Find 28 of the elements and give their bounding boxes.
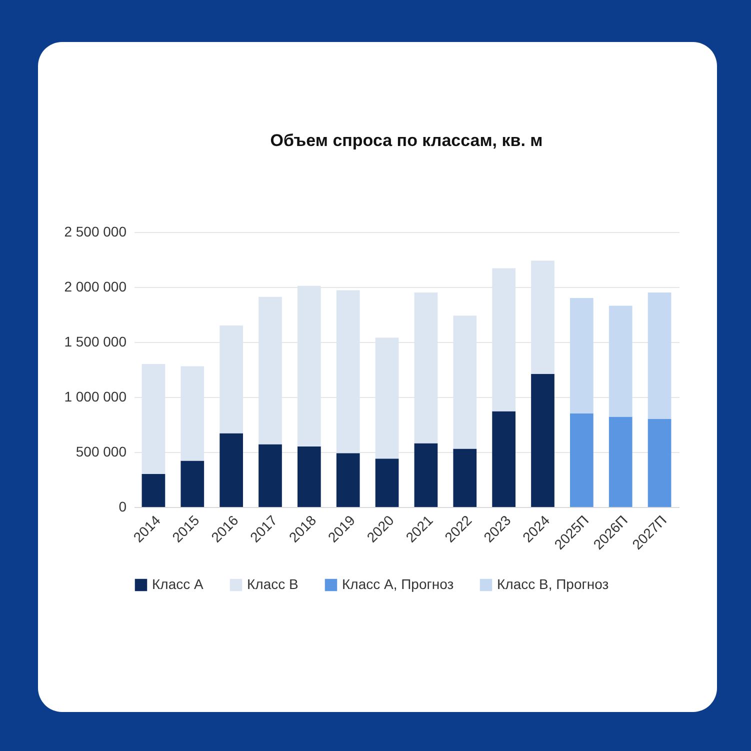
bar: [258, 444, 282, 507]
y-tick-label: 500 000: [76, 444, 127, 460]
bar: [648, 419, 672, 507]
y-tick-label: 2 000 000: [64, 278, 127, 294]
bar: [492, 411, 516, 507]
y-tick-label: 2 500 000: [64, 224, 127, 240]
bar: [531, 374, 554, 507]
bar: [180, 460, 204, 507]
bar: [414, 443, 438, 507]
bar: [298, 446, 321, 507]
bar: [570, 414, 594, 507]
y-tick-label: 1 500 000: [64, 334, 127, 350]
bar: [220, 433, 243, 507]
bar: [570, 298, 594, 414]
bar: [608, 306, 632, 417]
legend-label: Класс B: [247, 576, 298, 592]
legend-label: Класс A: [152, 576, 204, 592]
bar: [375, 458, 399, 507]
bar: [336, 453, 360, 507]
chart-title: Объем спроса по классам, кв. м: [270, 131, 543, 150]
bar: [648, 292, 672, 419]
legend-label: Класс B, Прогноз: [497, 576, 609, 592]
bar: [608, 416, 632, 507]
y-tick-label: 1 000 000: [64, 388, 127, 404]
bar: [453, 448, 477, 507]
y-tick-label: 0: [118, 498, 127, 514]
legend-label: Класс A, Прогноз: [342, 576, 454, 592]
bar: [142, 474, 166, 507]
